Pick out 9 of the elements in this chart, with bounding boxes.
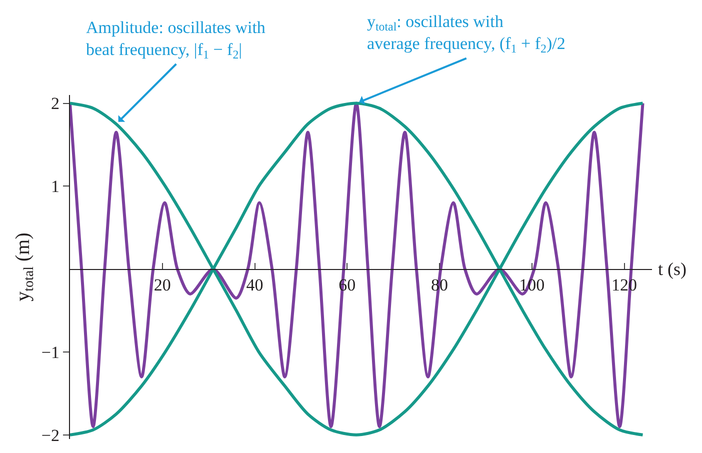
x-axis-title: t (s): [658, 259, 686, 279]
x-tick-label: 20: [154, 276, 171, 295]
y-tick-label: −2: [41, 426, 60, 445]
x-tick-label: 40: [246, 276, 264, 295]
annotation: y$_{total}$: oscillates with average frequency, (f$_{1}$ + f$_{2}$)/2: [367, 12, 566, 56]
y-tick-label: −1: [41, 342, 60, 362]
y-tick-label: 2: [51, 94, 60, 114]
annotation: Amplitude: oscillates with beat frequency, |f$_{1}$ − f$_{2}$|: [86, 18, 266, 62]
y-tick-label: 1: [51, 177, 60, 196]
